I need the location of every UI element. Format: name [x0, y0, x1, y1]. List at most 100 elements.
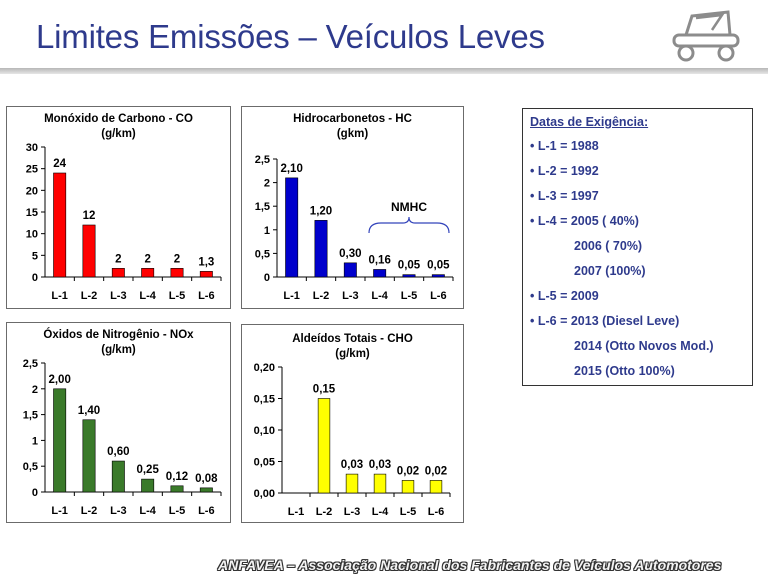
data-label: 0,16 — [368, 254, 390, 266]
chart-panel-cho: Aldeídos Totais - CHO (g/km) 0,00 0,05 0,1… — [241, 324, 464, 523]
dates-header: Datas de Exigência: — [530, 115, 649, 129]
data-label: 2 — [115, 253, 121, 265]
y-tick-label: 1,5 — [255, 201, 270, 213]
x-tick-label: L-5 — [169, 505, 186, 517]
date-row: • L-2 = 1992 — [530, 164, 599, 178]
x-tick-label: L-4 — [139, 505, 156, 517]
y-tick-label: 25 — [26, 164, 38, 176]
x-tick-label: L-2 — [81, 505, 98, 517]
bar — [141, 268, 155, 278]
bar — [170, 268, 184, 278]
data-label: 2 — [174, 253, 180, 265]
x-tick-label: L-6 — [198, 505, 215, 517]
y-tick-label: 2 — [32, 384, 38, 396]
x-tick-label: L-4 — [372, 506, 389, 518]
y-tick-label: 2,5 — [23, 358, 38, 370]
data-label: 0,15 — [313, 384, 336, 396]
data-label: 0,03 — [369, 459, 391, 471]
y-tick-label: 20 — [26, 185, 38, 197]
bar — [82, 419, 96, 493]
x-tick-label: L-2 — [81, 290, 98, 302]
y-tick-label: 1 — [264, 225, 270, 237]
chart-panel-nox: Óxidos de Nitrogênio - NOx (g/km) 0 0,5 1 1… — [6, 322, 231, 523]
data-label: 0,30 — [339, 248, 361, 260]
chart-panel-hc: Hidrocarbonetos - HC (gkm) 0 0,5 1 1,5 2 2,5 L… — [241, 106, 464, 309]
chart-title: Monóxido de Carbono - CO — [44, 113, 193, 125]
data-label: 0,05 — [398, 260, 421, 272]
bar — [53, 172, 67, 278]
data-label: 2,10 — [280, 163, 302, 175]
chart-subtitle: (g/km) — [335, 348, 370, 360]
x-tick-label: L-5 — [401, 290, 418, 302]
x-tick-label: L-1 — [51, 290, 68, 302]
bar — [373, 473, 387, 494]
y-tick-label: 5 — [32, 250, 38, 262]
y-tick-label: 10 — [26, 229, 38, 241]
bar — [317, 398, 331, 494]
chart-title: Hidrocarbonetos - HC — [293, 113, 412, 125]
x-tick-label: L-1 — [288, 506, 305, 518]
date-row: 2015 (Otto 100%) — [574, 364, 675, 378]
chart-subtitle: (gkm) — [336, 128, 369, 140]
chart-title: Aldeídos Totais - CHO — [292, 333, 413, 345]
x-tick-label: L-1 — [283, 290, 300, 302]
x-tick-label: L-6 — [430, 290, 447, 302]
data-label: 2,00 — [48, 374, 70, 386]
bar — [170, 485, 184, 493]
data-label: 0,08 — [195, 473, 218, 485]
data-label: 0,25 — [136, 464, 159, 476]
x-tick-label: L-4 — [371, 290, 388, 302]
x-tick-label: L-1 — [51, 505, 68, 517]
bar — [314, 220, 328, 278]
y-tick-label: 0,10 — [254, 425, 275, 437]
footer-credit: ANFAVEA – Associação Nacional dos Fabric… — [218, 557, 722, 573]
x-tick-label: L-3 — [344, 506, 361, 518]
y-tick-label: 1 — [32, 435, 38, 447]
chart-panel-co: Monóxido de Carbono - CO (g/km) 0 5 10 15 20… — [6, 106, 231, 309]
chart-title: Óxidos de Nitrogênio - NOx — [43, 329, 194, 341]
bar — [343, 262, 357, 278]
x-tick-label: L-2 — [313, 290, 330, 302]
data-label: 1,3 — [198, 256, 214, 268]
data-label: 1,20 — [310, 205, 332, 217]
data-label: 0,60 — [107, 446, 129, 458]
bar — [199, 487, 213, 493]
date-row: 2014 (Otto Novos Mod.) — [574, 339, 714, 353]
bar — [345, 473, 359, 494]
y-tick-label: 0,20 — [254, 362, 275, 374]
y-tick-label: 0,05 — [254, 457, 275, 469]
bar — [373, 269, 387, 278]
bar — [401, 480, 415, 494]
y-tick-label: 15 — [26, 207, 38, 219]
requirement-dates-box: Datas de Exigência: • L-1 = 1988 • L-2 =… — [522, 108, 753, 386]
bar — [111, 460, 125, 493]
x-tick-label: L-5 — [400, 506, 417, 518]
nmhc-bracket — [368, 216, 450, 234]
date-row: 2007 (100%) — [574, 264, 646, 278]
y-tick-label: 0,00 — [254, 488, 275, 500]
date-row: • L-1 = 1988 — [530, 139, 599, 153]
date-row: • L-3 = 1997 — [530, 189, 599, 203]
bar — [141, 478, 155, 493]
bar — [402, 274, 416, 278]
x-tick-label: L-4 — [139, 290, 156, 302]
data-label: 2 — [144, 253, 150, 265]
y-tick-label: 0,5 — [255, 248, 270, 260]
date-row: • L-4 = 2005 ( 40%) — [530, 214, 639, 228]
y-tick-label: 0 — [32, 487, 38, 499]
x-tick-label: L-2 — [316, 506, 333, 518]
y-tick-label: 0,15 — [254, 394, 275, 406]
y-tick-label: 2 — [264, 178, 270, 190]
x-tick-label: L-3 — [342, 290, 359, 302]
annotation-label: NMHC — [391, 200, 427, 214]
date-row: 2006 ( 70%) — [574, 239, 643, 253]
x-tick-label: L-3 — [110, 505, 127, 517]
chart-subtitle: (g/km) — [101, 344, 136, 356]
bar — [199, 271, 213, 278]
y-tick-label: 0,5 — [23, 461, 38, 473]
y-tick-label: 2,5 — [255, 154, 270, 166]
x-tick-label: L-6 — [428, 506, 445, 518]
x-tick-label: L-3 — [110, 290, 127, 302]
slide-title: Limites Emissões – Veículos Leves — [36, 18, 545, 55]
data-label: 1,40 — [78, 405, 100, 417]
